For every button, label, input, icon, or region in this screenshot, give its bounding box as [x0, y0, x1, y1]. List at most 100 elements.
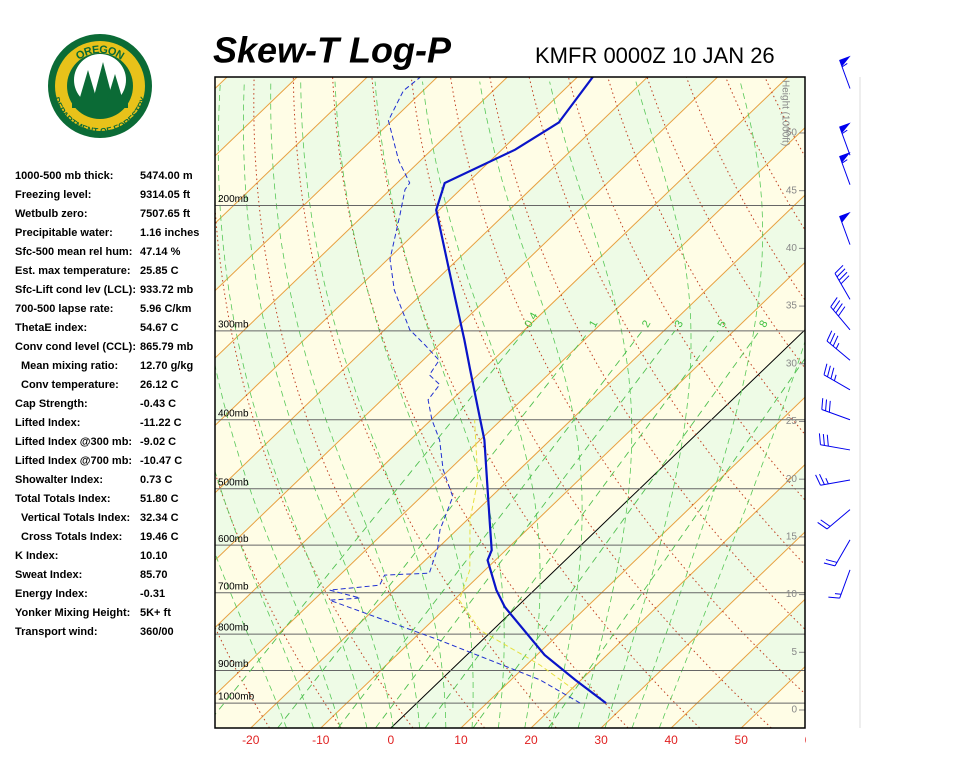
- isotherm: [215, 77, 648, 494]
- y2-tick-label: 25: [786, 416, 798, 427]
- stat-label: Conv temperature:: [21, 379, 119, 391]
- stat-value: 5474.00 m: [140, 170, 193, 182]
- chart-subtitle: KMFR 0000Z 10 JAN 26: [535, 43, 775, 68]
- x-tick-label: -20: [242, 733, 260, 747]
- stat-label: Lifted Index @700 mb:: [15, 455, 132, 467]
- mixing-ratio-label: 3: [673, 318, 686, 329]
- isotherm: [215, 77, 578, 427]
- isotherm: [215, 126, 805, 696]
- grid-line: [390, 329, 805, 728]
- y2-tick-label: 5: [791, 647, 797, 658]
- mixing-ratio-label: 16: [822, 313, 839, 330]
- mixing-ratio-line: [215, 330, 526, 716]
- wind-barbs: [815, 55, 851, 599]
- stat-label: ThetaE index:: [15, 322, 87, 334]
- stat-value: 0.73 C: [140, 474, 172, 486]
- dry-adiabat: [215, 77, 414, 728]
- stat-value: 1.16 inches: [140, 227, 199, 239]
- stat-label: Freezing level:: [15, 189, 91, 201]
- isotherm-band: [215, 127, 805, 728]
- stat-value: 865.79 mb: [140, 341, 193, 353]
- dry-adiabat: [803, 77, 805, 80]
- isotherm: [215, 77, 368, 225]
- x-tick-label: 10: [454, 733, 468, 747]
- x-tick-label: 50: [735, 733, 749, 747]
- stat-label: K Index:: [15, 550, 58, 562]
- wind-barb: [823, 363, 851, 391]
- stat-label: Sweat Index:: [15, 569, 82, 581]
- stat-value: 360/00: [140, 626, 174, 638]
- stat-value: -11.22 C: [140, 417, 182, 429]
- y2-tick-label: 45: [786, 185, 798, 196]
- moist-adiabat: [270, 81, 420, 728]
- stat-value: 9314.05 ft: [140, 189, 190, 201]
- grid-line: [811, 77, 960, 728]
- stat-label: Energy Index:: [15, 588, 88, 600]
- wind-barb: [818, 433, 851, 451]
- mixing-ratio-line: [424, 330, 719, 728]
- wind-barb: [839, 211, 851, 245]
- logo: OREGON DEPARTMENT OF FORESTRY: [48, 34, 152, 138]
- y-tick-label: 700mb: [218, 581, 249, 592]
- stat-value: 54.67 C: [140, 322, 179, 334]
- dry-adiabat: [332, 77, 629, 728]
- stat-value: 32.34 C: [140, 512, 179, 524]
- plot-frame: [214, 76, 806, 729]
- stat-label: 700-500 lapse rate:: [15, 303, 113, 315]
- stat-value: 933.72 mb: [140, 284, 193, 296]
- isotherm-band: [215, 77, 805, 695]
- x-tick-label: 20: [524, 733, 538, 747]
- stat-label: Wetbulb zero:: [15, 208, 88, 220]
- grid-line: [670, 598, 805, 728]
- plot-area: 200mb 300mb 400mb 500mb 600mb 700mb 800mb 900mb…: [215, 77, 960, 728]
- stat-label: Vertical Totals Index:: [21, 512, 130, 524]
- y-tick-label: 500mb: [218, 477, 249, 488]
- stat-value: 26.12 C: [140, 379, 179, 391]
- grid-line: [320, 261, 805, 728]
- stat-value: 51.80 C: [140, 493, 179, 505]
- dry-adiabat: [253, 77, 485, 728]
- isotherm: [215, 77, 508, 359]
- wind-barb: [826, 330, 851, 361]
- moist-adiabat: [300, 81, 447, 728]
- y-tick-label: 600mb: [218, 534, 249, 545]
- stat-label: Total Totals Index:: [15, 493, 111, 505]
- y-tick-label: 800mb: [218, 623, 249, 634]
- y2-tick-label: 35: [786, 301, 798, 312]
- moist-adiabat: [215, 469, 314, 728]
- stat-value: -9.02 C: [140, 436, 176, 448]
- chart-title: Skew-T Log-P: [213, 30, 452, 71]
- moist-adiabat: [217, 81, 368, 728]
- stat-value: 5K+ ft: [140, 607, 171, 619]
- wind-barb: [817, 509, 851, 530]
- stat-value: -0.31: [140, 588, 165, 600]
- isotherm: [215, 77, 438, 292]
- moist-adiabat: [658, 340, 805, 728]
- moist-adiabat: [549, 81, 633, 728]
- x-axis: -20 -10 0 10 20 30 40 50 60: [242, 733, 806, 747]
- wind-barb: [823, 539, 851, 567]
- grid-line: [460, 396, 805, 728]
- y2-tick-label: 0: [791, 705, 797, 716]
- stat-label: Transport wind:: [15, 626, 98, 638]
- x-tick-label: 40: [664, 733, 678, 747]
- stat-label: Yonker Mixing Height:: [15, 607, 130, 619]
- x-tick-label: 30: [594, 733, 608, 747]
- dry-adiabat: [450, 77, 805, 695]
- moist-adiabat: [215, 552, 287, 728]
- y-tick-label: 300mb: [218, 319, 249, 330]
- y-tick-label: 200mb: [218, 194, 249, 205]
- dry-adiabat: [922, 77, 960, 728]
- grid-line: [600, 531, 805, 728]
- x-tick-label: -10: [312, 733, 330, 747]
- dry-adiabat: [883, 77, 960, 728]
- y2-tick-label: 20: [786, 474, 798, 485]
- y2-tick-label: 50: [786, 128, 798, 139]
- stat-value: 85.70: [140, 569, 168, 581]
- stat-value: -0.43 C: [140, 398, 176, 410]
- dry-adiabat: [843, 77, 960, 728]
- profile-line: [329, 77, 581, 704]
- mixing-ratio-line: [375, 330, 676, 728]
